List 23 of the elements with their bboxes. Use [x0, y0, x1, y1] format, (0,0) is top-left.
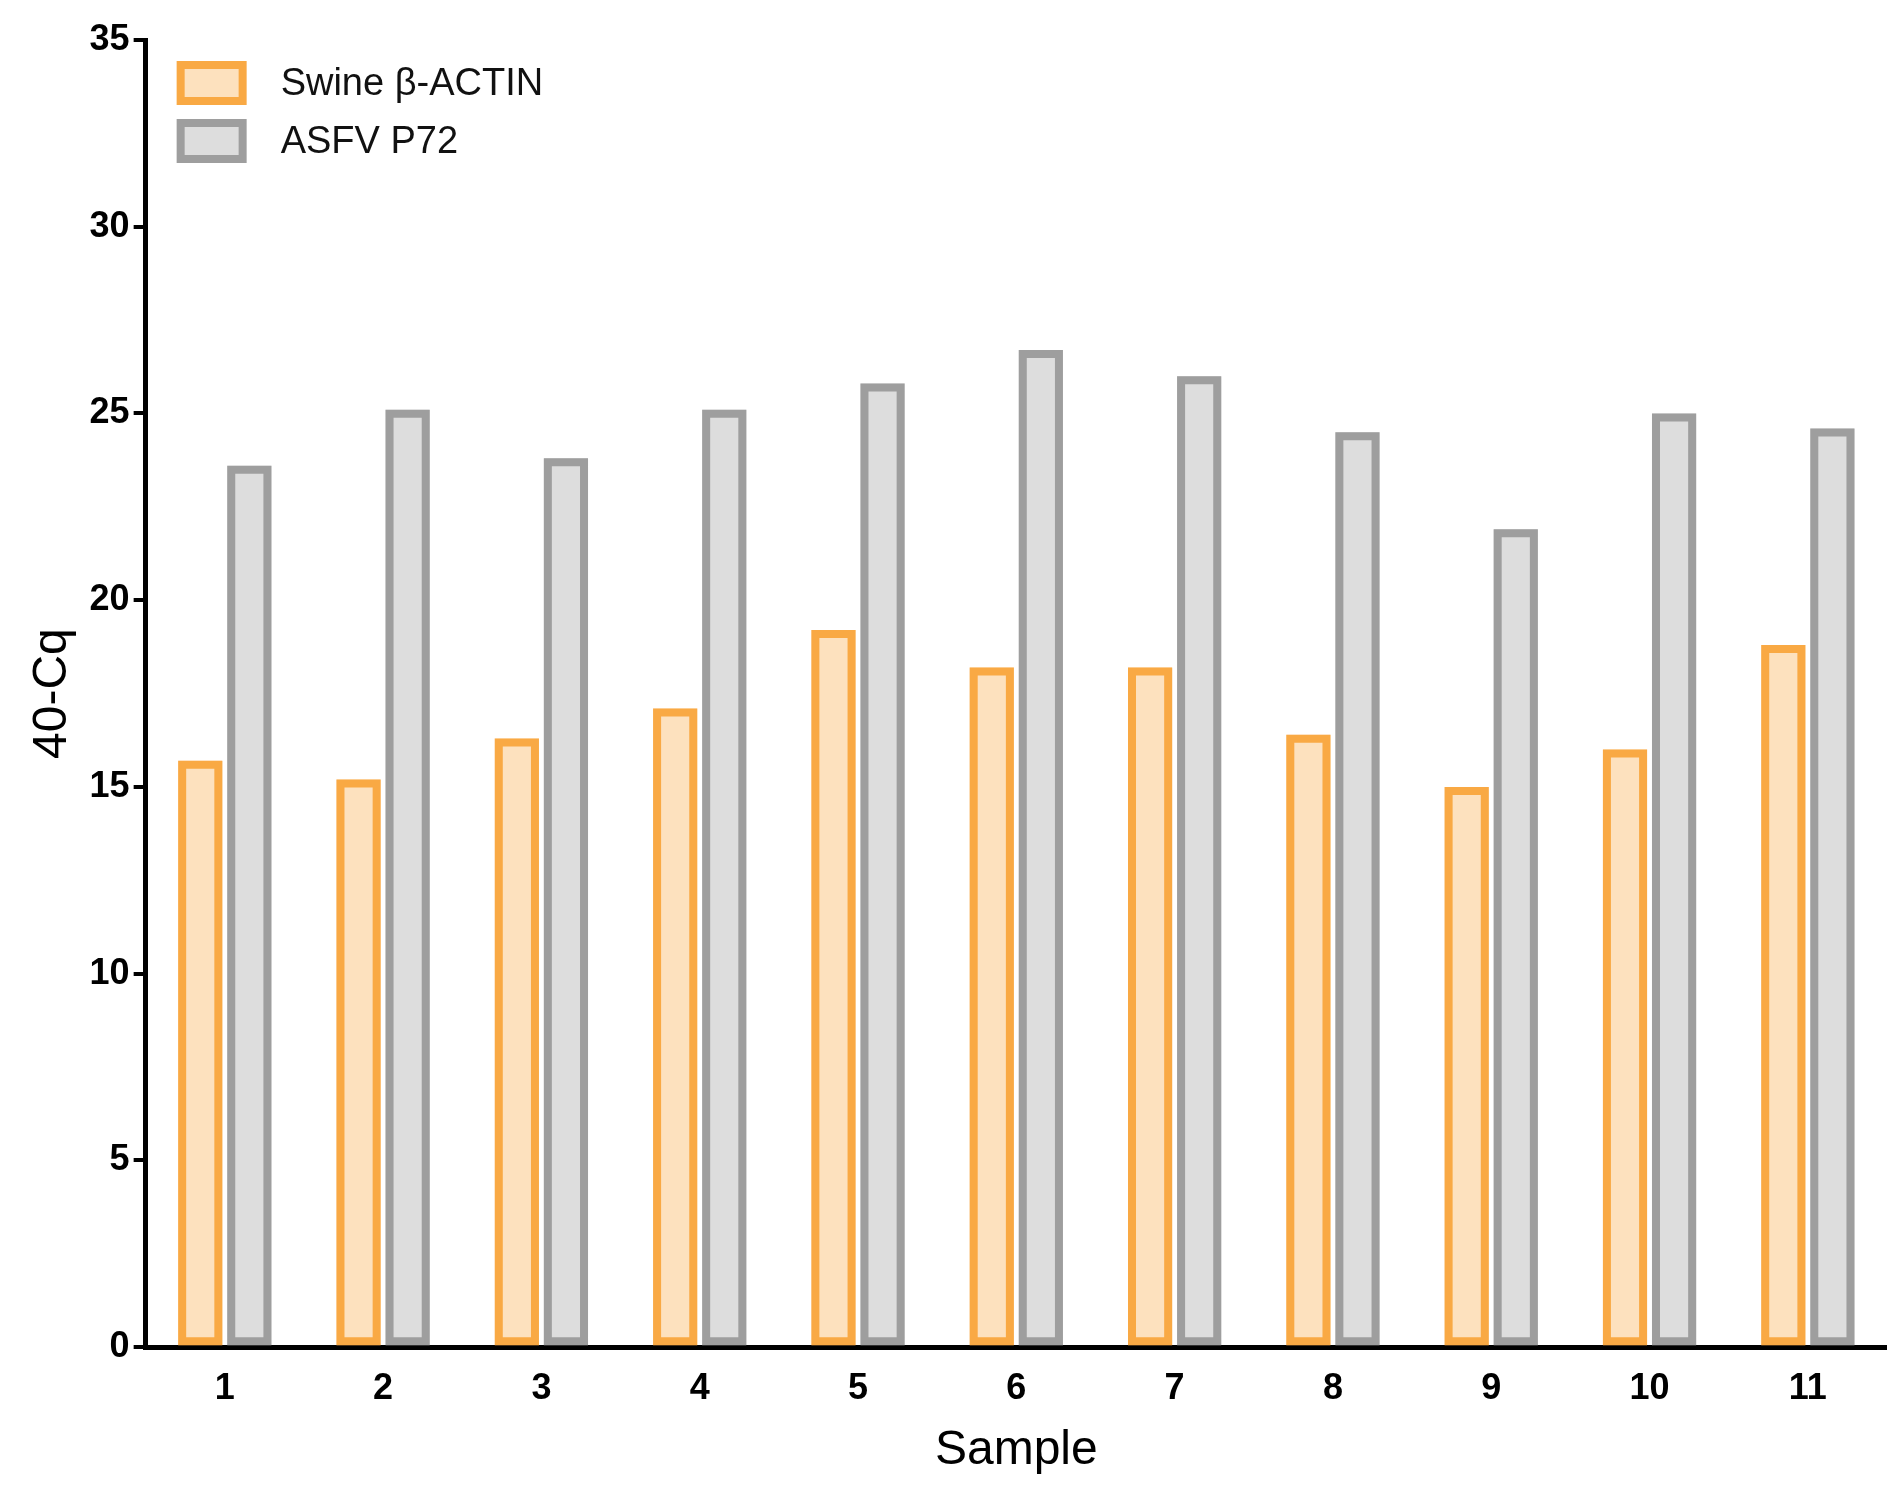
x-tick-label: 8 — [1322, 1365, 1343, 1407]
x-tick-label: 9 — [1481, 1365, 1502, 1407]
x-tick-label: 10 — [1629, 1365, 1670, 1407]
x-tick-label: 4 — [689, 1365, 710, 1407]
y-tick-label: 15 — [89, 763, 130, 805]
legend-label: Swine β-ACTIN — [280, 61, 544, 104]
y-axis-title: 40-Cq — [23, 628, 77, 759]
x-tick-label: 1 — [214, 1365, 235, 1407]
x-tick-label: 6 — [1006, 1365, 1027, 1407]
x-tick-label: 7 — [1164, 1365, 1185, 1407]
x-tick-label: 11 — [1788, 1365, 1827, 1407]
x-tick-label: 5 — [848, 1365, 869, 1407]
x-tick-label: 2 — [373, 1365, 394, 1407]
y-tick-label: 20 — [89, 577, 130, 619]
y-tick-label: 30 — [89, 203, 130, 245]
y-tick-label: 25 — [89, 390, 130, 432]
x-tick-label: 3 — [531, 1365, 552, 1407]
legend-label: ASFV P72 — [280, 119, 459, 162]
y-tick-label: 5 — [109, 1137, 130, 1179]
y-tick-label: 35 — [89, 16, 130, 58]
y-tick-label: 0 — [109, 1324, 130, 1366]
y-tick-label: 10 — [89, 950, 130, 992]
x-axis-title: Sample — [934, 1421, 1098, 1475]
